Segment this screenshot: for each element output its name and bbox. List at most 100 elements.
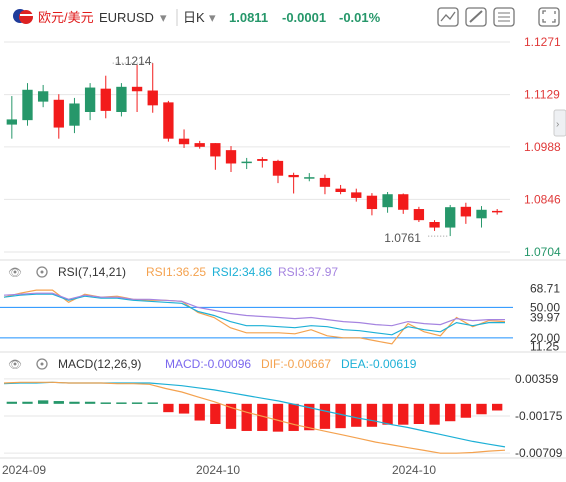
macd-header: 👁 MACD(12,26,9) MACD:-0.00096 DIF:-0.006… [8,357,417,371]
macd-bar [460,403,472,418]
macd-tick-label: 0.00359 [515,372,559,386]
macd-bar [351,403,362,427]
eye-icon[interactable]: 👁 [8,359,22,371]
price-change-pct: -0.01% [339,10,381,25]
timeframe-label[interactable]: 日K [183,10,205,25]
candle-body [429,222,440,228]
rsi-title: RSI(7,14,21) [58,265,126,279]
rsi2-value: RSI2:34.86 [212,265,272,279]
candle-body [413,209,425,221]
timeframe-caret-icon[interactable]: ▾ [209,10,216,25]
rsi-line-rsi1 [3,289,506,345]
macd-bar [445,403,456,422]
candle-body [319,177,331,187]
macd-pane: 0.00359 -0.00175 -0.00709 [3,372,563,460]
rsi3-value: RSI3:37.97 [278,265,338,279]
candle-body [210,143,221,157]
candle-body [131,86,143,92]
eye-icon[interactable]: 👁 [8,267,22,279]
macd-bar [413,403,425,424]
rsi-tick-label: 11.25 [530,340,559,354]
collapse-side-icon[interactable]: › [553,109,566,137]
symbol-label[interactable]: EURUSD [99,10,154,25]
candle-body [241,161,252,164]
candle-body [194,143,205,147]
candle-body [476,209,487,219]
candle-body [288,174,299,178]
candle-body [225,150,237,164]
macd-bar [22,401,33,404]
macd-bar [116,402,127,404]
candle-body [366,195,378,210]
candle-body [53,99,64,128]
macd-bar [288,403,299,431]
macd-bar [69,401,80,404]
macd-bar [37,400,49,404]
macd-settings-icon[interactable] [36,358,48,370]
pair-name-cn[interactable]: 欧元/美元 [38,10,94,25]
dif-line [3,381,506,454]
rsi-header: 👁 RSI(7,14,21) RSI1:36.25 RSI2:34.86 RSI… [8,265,338,279]
macd-bar [210,403,221,424]
rsi-line-rsi2 [3,293,505,336]
rsi-settings-icon[interactable] [36,266,48,278]
dif-value: DIF:-0.00667 [261,357,331,371]
macd-bar [147,402,158,404]
macd-bar [84,401,96,404]
rsi-line-rsi3 [3,292,505,327]
x-tick-label: 2024-10 [196,463,240,477]
candle-body [22,89,33,121]
dropdown-caret-icon[interactable]: ▾ [160,10,167,25]
price-tick-label: 1.0846 [524,192,561,206]
flag-eu-us-icon [13,9,33,24]
candle-body [84,87,96,112]
candle-body [69,103,80,126]
indicators-icon[interactable] [437,7,459,27]
price-pane: 1.1271 1.1129 1.0988 1.0846 1.0704 1.1214 1.07… [4,35,561,259]
dea-value: DEA:-0.00619 [341,357,417,371]
macd-bar [398,403,409,425]
candle-body [445,207,456,228]
macd-bar [319,403,331,429]
candle-body [6,119,17,125]
candle-body [100,88,111,111]
candle-body [37,91,49,102]
macd-bar [163,403,174,413]
price-tick-label: 1.0704 [524,245,561,259]
macd-bar [304,403,315,431]
candle-body [272,160,284,176]
macd-bar [476,403,487,415]
price-change: -0.0001 [282,10,326,25]
rsi-tick-label: 50.00 [530,300,560,314]
candle-body [147,90,158,106]
macd-bar [241,403,252,431]
macd-bar [225,403,237,429]
x-tick-label: 2024-09 [2,463,46,477]
macd-bar [6,401,17,404]
macd-bar [492,403,503,411]
macd-bar [272,403,284,432]
x-axis: 2024-09 2024-10 2024-10 [2,463,436,477]
fullscreen-icon[interactable] [538,7,560,27]
draw-icon[interactable] [465,7,487,27]
macd-tick-label: -0.00709 [515,446,563,460]
candle-body [335,188,346,192]
rsi-tick-label: 39.97 [530,311,560,325]
candle-body [304,177,315,179]
candle-body [163,102,174,139]
rsi-tick-label: 20.00 [530,331,560,345]
x-tick-label: 2024-10 [392,463,436,477]
price-tick-label: 1.1129 [524,88,560,102]
macd-bar [100,402,111,404]
settings-icon[interactable] [493,7,515,27]
high-label: 1.1214 [115,54,152,68]
macd-bar [53,401,64,404]
macd-bar [178,403,190,414]
macd-bar [429,403,440,425]
candle-body [351,192,362,198]
rsi1-value: RSI1:36.25 [146,265,206,279]
macd-value: MACD:-0.00096 [165,357,251,371]
candle-body [116,86,127,112]
